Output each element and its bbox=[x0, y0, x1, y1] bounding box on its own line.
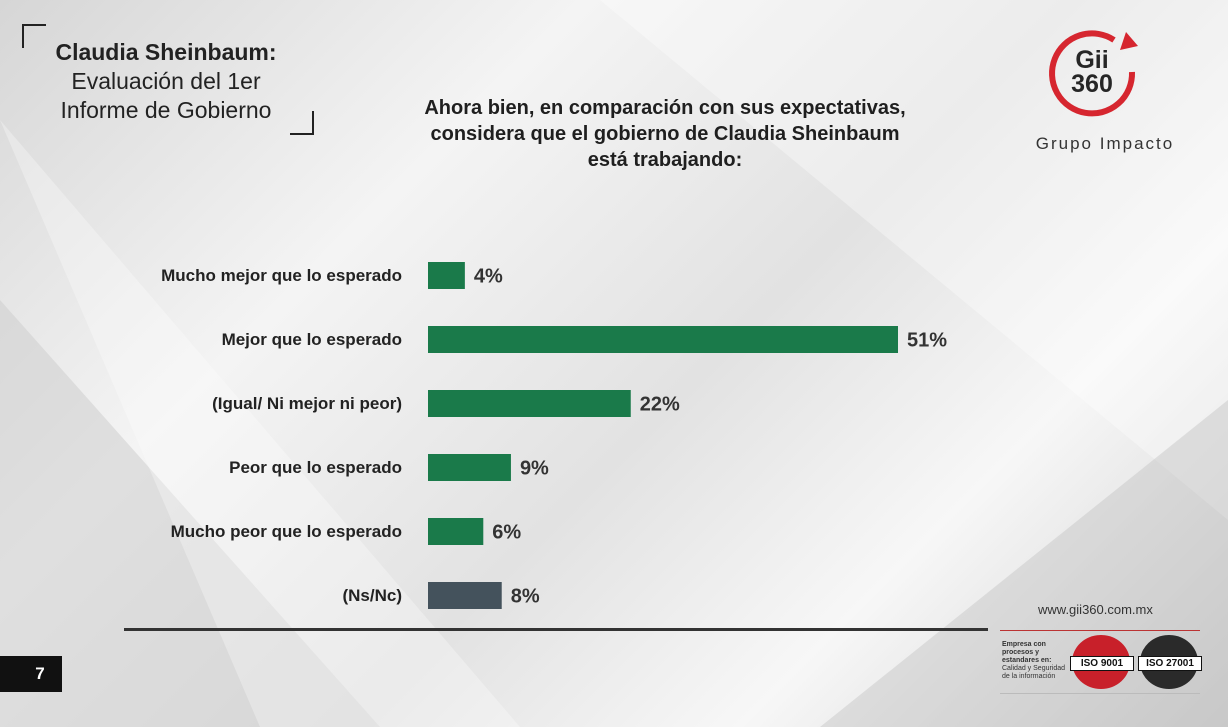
certification-text: Empresa con procesos y estandares en: Ca… bbox=[1002, 641, 1068, 681]
bar bbox=[428, 390, 631, 417]
question-line2: considera que el gobierno de Claudia She… bbox=[430, 123, 900, 145]
category-label: Mucho mejor que lo esperado bbox=[161, 266, 402, 285]
bar bbox=[428, 454, 511, 481]
logo-ring-icon bbox=[1049, 30, 1138, 117]
question-text: Ahora bien, en comparación con sus expec… bbox=[370, 95, 960, 173]
data-label: 6% bbox=[492, 522, 521, 544]
data-label: 51% bbox=[907, 330, 947, 352]
data-label: 4% bbox=[474, 266, 503, 288]
category-label: (Ns/Nc) bbox=[342, 586, 402, 605]
deck-title-line2: Evaluación del 1er bbox=[71, 68, 261, 94]
logo-tagline: Grupo Impacto bbox=[1035, 134, 1175, 153]
data-label: 9% bbox=[520, 458, 549, 480]
category-label: Mucho peor que lo esperado bbox=[171, 522, 402, 541]
footer-divider bbox=[124, 628, 988, 631]
question-line1: Ahora bien, en comparación con sus expec… bbox=[424, 97, 906, 119]
deck-title-line3: Informe de Gobierno bbox=[60, 97, 272, 123]
iso-27001-label: ISO 27001 bbox=[1138, 656, 1202, 671]
bar bbox=[428, 262, 465, 289]
data-label: 8% bbox=[511, 586, 540, 608]
logo-wordmark-bottom: 360 bbox=[1071, 70, 1113, 98]
question-line3: está trabajando: bbox=[587, 149, 743, 171]
bar bbox=[428, 518, 484, 545]
corner-bracket-top-left bbox=[22, 24, 46, 48]
certification-detail: Calidad y Seguridad de la información bbox=[1002, 665, 1066, 680]
deck-title-subject: Claudia Sheinbaum: bbox=[55, 39, 277, 65]
page-number-box: 7 bbox=[0, 656, 62, 692]
page-number: 7 bbox=[35, 664, 45, 683]
logo-wordmark-top: Gii bbox=[1075, 46, 1109, 74]
iso-9001-seal-icon: ISO 9001 bbox=[1070, 635, 1134, 689]
category-label: Peor que lo esperado bbox=[229, 458, 402, 477]
bar-chart: Mucho mejor que lo esperado 4% Mejor que l… bbox=[161, 262, 947, 609]
iso-9001-label: ISO 9001 bbox=[1070, 656, 1134, 671]
iso-27001-seal-icon: ISO 27001 bbox=[1138, 635, 1202, 689]
category-label: Mejor que lo esperado bbox=[222, 330, 402, 349]
bar bbox=[428, 582, 502, 609]
bar bbox=[428, 326, 898, 353]
deck-title: Claudia Sheinbaum: Evaluación del 1er In… bbox=[30, 38, 302, 125]
certification-panel: Empresa con procesos y estandares en: Ca… bbox=[1000, 630, 1202, 694]
company-logo: Gii 360 Grupo Impacto bbox=[1000, 22, 1210, 162]
corner-bracket-bottom-right bbox=[290, 111, 314, 135]
data-label: 22% bbox=[640, 394, 680, 416]
category-label: (Igual/ Ni mejor ni peor) bbox=[212, 394, 402, 413]
website-url[interactable]: www.gii360.com.mx bbox=[1038, 602, 1153, 617]
certification-heading: Empresa con procesos y estandares en: bbox=[1002, 641, 1052, 664]
